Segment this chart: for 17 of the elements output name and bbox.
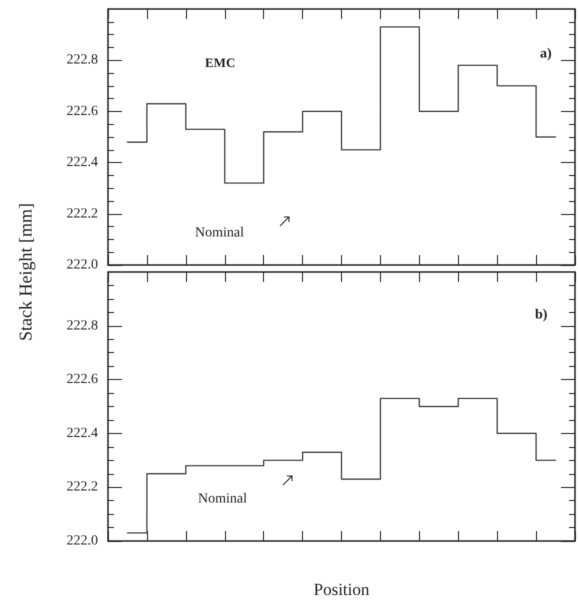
y-tick-label: 222.2	[66, 480, 98, 495]
y-tick-label: 222.8	[66, 318, 98, 334]
y-axis-title: Stack Height [mm]	[16, 203, 36, 341]
y-tick-label: 222.4	[66, 155, 98, 170]
annotation: Nominal	[195, 226, 244, 240]
annotation: b)	[535, 308, 548, 322]
y-tick-label: 222.6	[66, 372, 98, 388]
annotation: EMC	[205, 55, 236, 70]
y-tick-label: 222.4	[66, 426, 98, 441]
y-tick-label: 222.8	[66, 52, 98, 68]
y-tick-label: 222.2	[66, 206, 98, 222]
x-axis-title: Position	[314, 580, 370, 599]
annotation: a)	[540, 46, 552, 62]
annotation: Nominal	[198, 492, 248, 506]
y-tick-label: 222.0	[66, 258, 98, 272]
y-tick-label: 222.6	[66, 104, 98, 119]
y-tick-label: 222.0	[66, 534, 98, 548]
